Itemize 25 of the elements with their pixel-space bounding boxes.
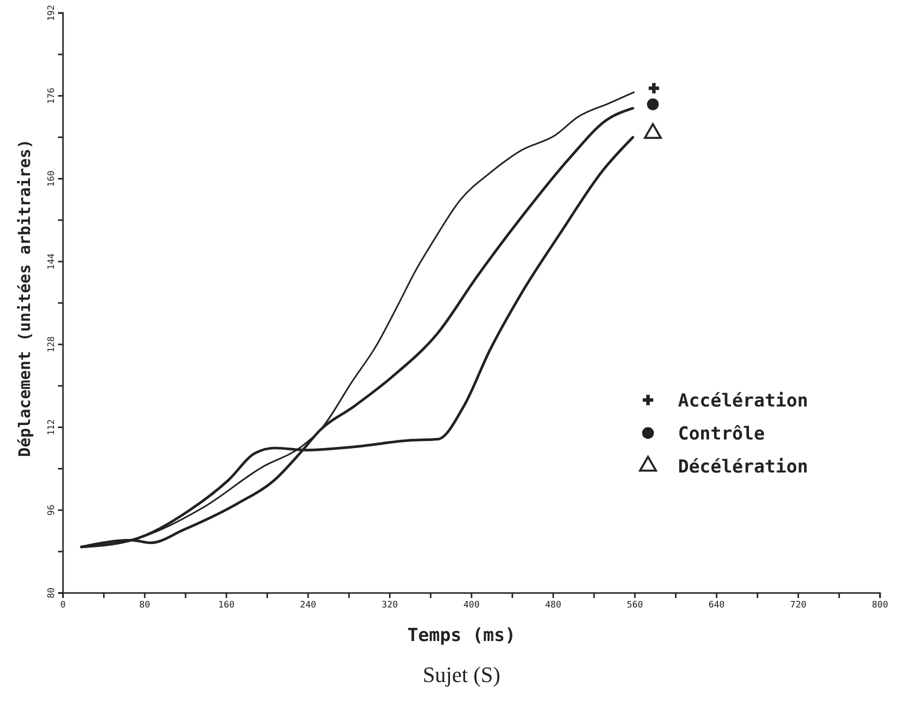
x-tick-label: 160 <box>218 600 235 610</box>
x-tick-label: 480 <box>545 600 562 610</box>
y-tick-label: 192 <box>46 4 57 22</box>
legend-label: Accélération <box>678 390 808 412</box>
y-tick-label: 160 <box>46 170 57 187</box>
y-tick-label: 96 <box>46 504 57 516</box>
x-tick-label: 560 <box>626 600 644 610</box>
x-tick-label: 720 <box>790 600 806 610</box>
x-tick-label: 400 <box>463 600 480 610</box>
legend-label: Décélération <box>678 456 808 478</box>
x-tick-label: 800 <box>872 600 888 610</box>
legend-label: Contrôle <box>678 423 765 444</box>
x-tick-label: 0 <box>60 600 66 610</box>
x-tick-label: 80 <box>139 600 150 610</box>
y-tick-label: 112 <box>46 419 57 436</box>
y-tick-label: 176 <box>46 88 57 104</box>
text: Sujet (S) <box>422 662 500 687</box>
x-axis-title: Temps (ms) <box>407 625 516 646</box>
x-tick-label: 640 <box>708 600 725 610</box>
y-tick-label: 144 <box>46 253 57 270</box>
x-tick-label: 240 <box>300 600 316 610</box>
y-axis-title: Déplacement (unitées arbitraires) <box>15 139 34 457</box>
y-tick-label: 128 <box>46 336 57 353</box>
x-tick-label: 320 <box>382 600 398 610</box>
y-tick-label: 80 <box>46 588 57 598</box>
